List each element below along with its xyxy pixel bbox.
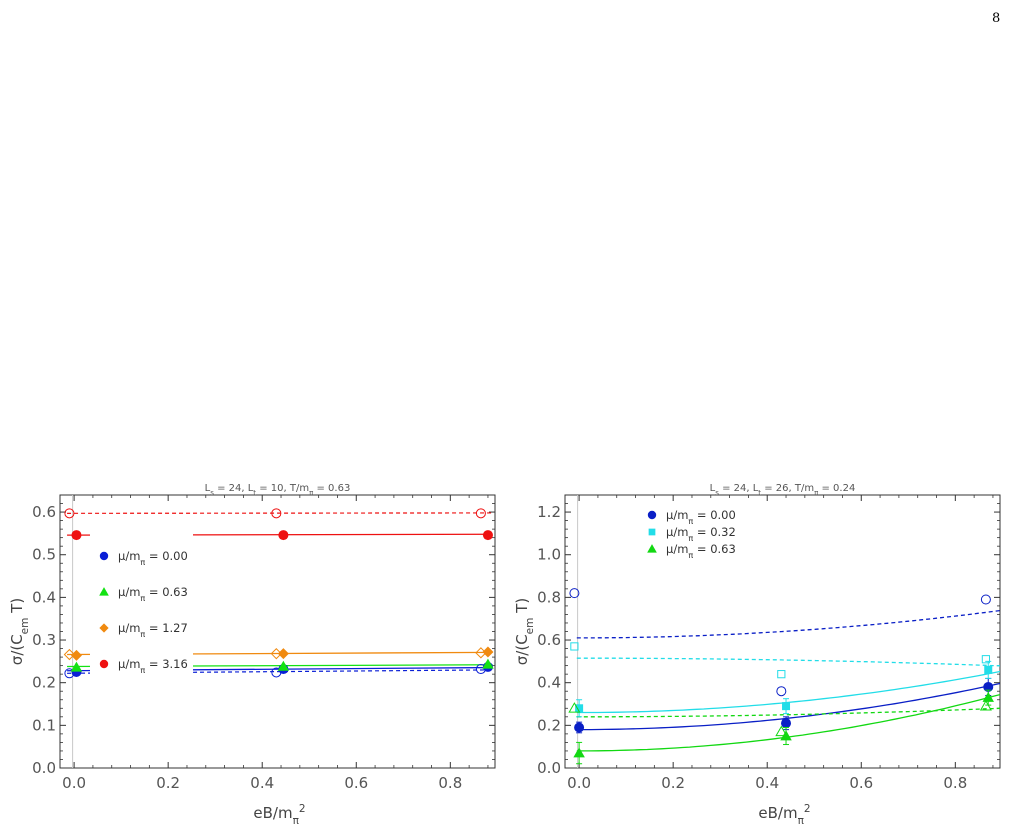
- y-tick-label: 0.8: [537, 588, 561, 606]
- fit-curve-solid: [576, 682, 1000, 731]
- data-point: [70, 649, 82, 661]
- x-tick-label: 0.0: [62, 774, 86, 792]
- open-data-point: [776, 686, 787, 697]
- series-4-points: [64, 508, 493, 541]
- data-point: [782, 702, 791, 711]
- data-point: [984, 665, 993, 674]
- y-tick-label: 1.0: [537, 546, 561, 564]
- x-axis-label: eB/mπ2: [758, 803, 810, 827]
- data-point: [780, 730, 792, 741]
- open-data-point: [777, 670, 786, 679]
- page-number: 8: [992, 11, 1001, 26]
- legend-marker: [647, 510, 657, 520]
- data-point: [982, 691, 994, 702]
- data-point: [71, 530, 82, 541]
- open-data-point: [570, 642, 579, 651]
- y-tick-label: 0.5: [32, 546, 56, 564]
- legend-label: μ/mπ = 3.16: [118, 657, 188, 675]
- data-point: [575, 704, 584, 713]
- open-data-point: [569, 588, 580, 599]
- data-point: [277, 648, 289, 660]
- fit-curve-dashed: [576, 657, 1000, 667]
- open-data-point: [64, 508, 75, 519]
- legend-marker: [99, 551, 109, 561]
- open-data-point: [980, 594, 991, 605]
- fit-curve-dashed: [576, 609, 1000, 639]
- legend-marker: [99, 623, 109, 633]
- y-tick-label: 0.6: [32, 503, 56, 521]
- open-data-point: [63, 648, 76, 661]
- y-tick-label: 0.3: [32, 631, 56, 649]
- legend-label: μ/mπ = 0.32: [666, 525, 736, 543]
- y-tick-label: 0.4: [32, 588, 56, 606]
- data-point: [70, 661, 83, 672]
- legend-marker: [99, 587, 109, 596]
- x-tick-label: 0.6: [849, 774, 873, 792]
- y-tick-label: 1.2: [537, 503, 561, 521]
- legend: μ/mπ = 0.00 μ/mπ = 0.63 μ/mπ = 1.27 μ/mπ = …: [90, 534, 193, 684]
- x-tick-label: 0.2: [156, 774, 180, 792]
- x-tick-label: 0.6: [344, 774, 368, 792]
- chart-title: Ls = 24, Lt = 10, T/mπ = 0.63: [205, 483, 351, 497]
- x-tick-label: 0.2: [661, 774, 685, 792]
- chart-panel-2: 0.0 0.2 0.4 0.6 0.8 0.0 0.2 0.4 0.6 0.8 1.0 1.2 Ls =…: [513, 483, 1001, 827]
- series-2-points: [70, 658, 494, 672]
- legend: μ/mπ = 0.00μ/mπ = 0.32μ/mπ = 0.63: [647, 508, 736, 560]
- legend-label: μ/mπ = 0.00: [666, 508, 736, 526]
- x-tick-label: 0.8: [943, 774, 967, 792]
- legend-label: μ/mπ = 0.00: [118, 549, 188, 567]
- open-data-point: [475, 508, 486, 519]
- data-point: [781, 718, 792, 729]
- open-data-point: [981, 655, 990, 664]
- data-point: [278, 530, 289, 541]
- series-2-points: [570, 642, 993, 718]
- data-point: [277, 660, 290, 671]
- legend-label: μ/mπ = 1.27: [118, 621, 188, 639]
- y-tick-label: 0.1: [32, 716, 56, 734]
- legend-background: [90, 534, 193, 684]
- x-tick-label: 0.0: [567, 774, 591, 792]
- chart-panel-1: 0.0 0.2 0.4 0.6 0.8 0.0 0.1 0.2 0.3 0.4 0.5 0.6 Ls =…: [8, 483, 496, 827]
- y-tick-label: 0.4: [537, 674, 561, 692]
- data-point: [573, 747, 585, 758]
- x-axis-label: eB/mπ2: [253, 803, 305, 827]
- fit-curve-dashed: [576, 707, 1000, 718]
- data-point: [482, 658, 494, 669]
- x-tick-label: 0.4: [250, 774, 274, 792]
- data-point: [983, 681, 994, 692]
- series-3-points: [63, 646, 494, 661]
- chart-title: Ls = 24, Lt = 26, T/mπ = 0.24: [710, 483, 856, 497]
- y-axis-label: σ/(Cem T): [8, 598, 31, 665]
- open-data-point: [775, 725, 788, 737]
- data-point: [482, 646, 494, 658]
- legend-label: μ/mπ = 0.63: [666, 542, 736, 560]
- legend-marker: [647, 544, 657, 553]
- legend-marker: [648, 528, 656, 536]
- y-tick-label: 0.2: [537, 716, 561, 734]
- x-tick-label: 0.4: [755, 774, 779, 792]
- series-3-points: [568, 689, 994, 765]
- y-tick-label: 0.0: [537, 759, 561, 777]
- x-tick-label: 0.8: [438, 774, 462, 792]
- data-point: [482, 530, 493, 541]
- y-tick-label: 0.6: [537, 631, 561, 649]
- y-tick-label: 0.2: [32, 674, 56, 692]
- data-point: [574, 722, 585, 733]
- legend-marker: [99, 659, 109, 669]
- y-axis-label: σ/(Cem T): [513, 598, 536, 665]
- open-data-point: [568, 702, 581, 713]
- legend-label: μ/mπ = 0.63: [118, 585, 188, 603]
- y-tick-label: 0.0: [32, 759, 56, 777]
- open-data-point: [271, 508, 282, 519]
